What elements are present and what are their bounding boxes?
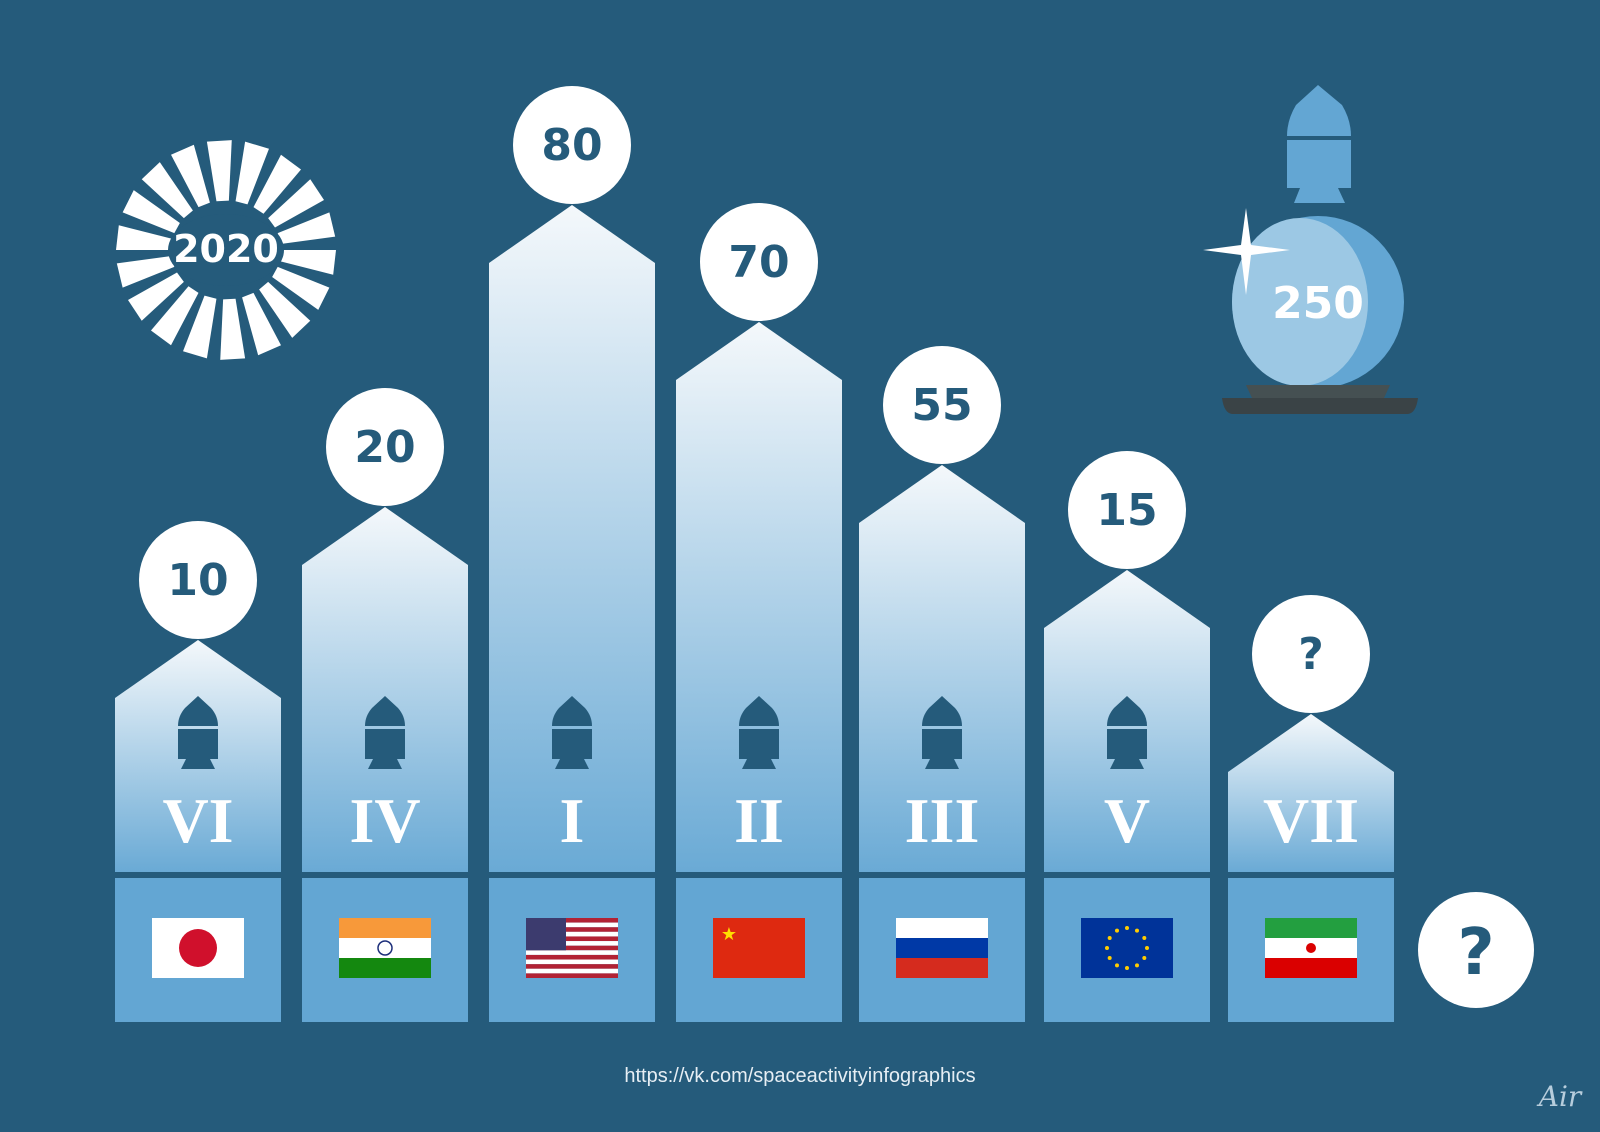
value-label: 55 xyxy=(911,380,972,431)
bars: VI 10 IV 20 I 80 ★ II 70 III 55 V 15 VII? xyxy=(115,86,1394,1022)
value-label-circle xyxy=(513,86,631,204)
flag-iran xyxy=(1265,918,1357,978)
signature: Air xyxy=(1536,1080,1583,1113)
flag-russia xyxy=(896,918,988,978)
svg-text:★: ★ xyxy=(721,924,737,944)
badge-ray xyxy=(253,154,302,214)
year-badge xyxy=(116,140,336,360)
sparkle-icon xyxy=(1203,208,1290,295)
rank-label: VI xyxy=(162,785,233,856)
bar-russia xyxy=(859,465,1025,872)
badge-ray xyxy=(277,212,336,244)
rocket-icon xyxy=(922,696,962,769)
forecast-total: 250 xyxy=(1272,278,1364,329)
badge-ray xyxy=(183,295,217,359)
value-label: 70 xyxy=(728,237,789,288)
badge-ray xyxy=(259,281,311,338)
crystal-ball-rocket-icon xyxy=(1203,85,1418,414)
flag-european-union xyxy=(1081,918,1173,978)
value-label: ? xyxy=(1298,629,1324,680)
badge-ray xyxy=(220,298,246,360)
bar-iran xyxy=(1228,714,1394,872)
flag-usa xyxy=(526,918,618,978)
value-label-circle xyxy=(326,388,444,506)
badge-ray xyxy=(206,140,232,202)
rank-label: III xyxy=(905,785,980,856)
flag-india xyxy=(339,918,431,978)
value-label-circle xyxy=(883,346,1001,464)
rocket-icon xyxy=(365,696,405,769)
rocket-icon xyxy=(552,696,592,769)
badge-ray xyxy=(116,256,175,288)
badge-ray xyxy=(141,162,193,219)
bar-india xyxy=(302,507,468,872)
rank-label: VII xyxy=(1263,785,1359,856)
year-badge-label: 2020 xyxy=(173,227,279,271)
bar-china xyxy=(676,322,842,872)
badge-ray xyxy=(235,141,269,205)
value-label-circle xyxy=(700,203,818,321)
extra-label-circle xyxy=(1418,892,1534,1008)
rank-label: II xyxy=(734,785,784,856)
flag-china: ★ xyxy=(713,918,805,978)
badge-ray xyxy=(127,272,184,321)
badge-ray xyxy=(279,250,336,275)
bar-usa xyxy=(489,205,655,872)
badge-ray xyxy=(272,266,330,310)
badge-ray xyxy=(116,225,173,250)
badge-ray xyxy=(150,286,199,346)
rocket-icon xyxy=(1107,696,1147,769)
flag-japan xyxy=(152,918,244,978)
footer-url[interactable]: https://vk.com/spaceactivityinfographics xyxy=(624,1065,975,1087)
rank-label: I xyxy=(560,785,585,856)
rank-label: IV xyxy=(349,785,420,856)
value-label: 80 xyxy=(541,120,602,171)
badge-ray xyxy=(242,292,281,356)
value-label: 10 xyxy=(167,555,228,606)
rank-label: V xyxy=(1104,785,1150,856)
value-label-circle xyxy=(1068,451,1186,569)
badge-ray xyxy=(171,144,210,208)
badge-ray xyxy=(268,179,325,228)
value-label: 20 xyxy=(354,422,415,473)
rocket-icon xyxy=(739,696,779,769)
value-label-circle xyxy=(139,521,257,639)
rocket-icon xyxy=(178,696,218,769)
extra-label: ? xyxy=(1457,916,1494,990)
value-label: 15 xyxy=(1096,485,1157,536)
badge-ray xyxy=(122,190,180,234)
value-label-circle xyxy=(1252,595,1370,713)
